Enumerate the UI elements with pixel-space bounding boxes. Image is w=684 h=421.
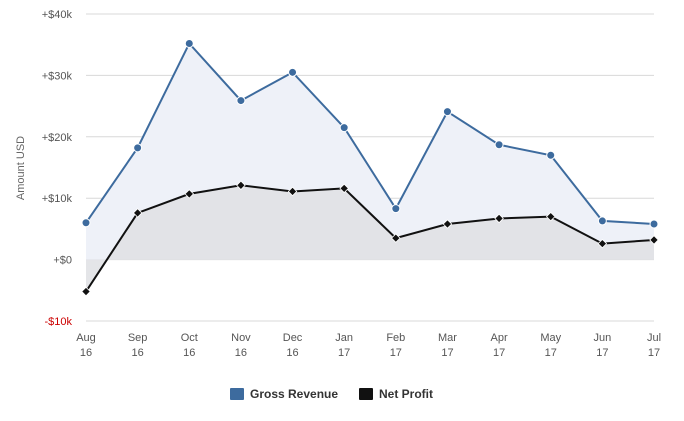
data-point[interactable] bbox=[288, 67, 298, 77]
y-tick-label: +$40k bbox=[42, 9, 73, 21]
series-line bbox=[85, 184, 655, 293]
legend-item[interactable]: Net Profit bbox=[359, 387, 433, 401]
x-tick-label: Feb 17 bbox=[386, 332, 405, 359]
marker-layer bbox=[81, 38, 659, 297]
data-point[interactable] bbox=[597, 238, 608, 249]
x-tick-label: Apr 17 bbox=[491, 332, 508, 359]
data-point[interactable] bbox=[391, 204, 401, 214]
data-point[interactable] bbox=[184, 38, 194, 48]
series-line bbox=[85, 41, 655, 225]
y-tick-label: +$30k bbox=[42, 70, 73, 82]
x-tick-label: Jun 17 bbox=[593, 332, 611, 359]
data-point[interactable] bbox=[133, 143, 143, 153]
data-point[interactable] bbox=[442, 219, 453, 229]
x-tick-label: Oct 16 bbox=[181, 332, 198, 359]
data-point[interactable] bbox=[649, 219, 659, 229]
x-tick-label: Nov 16 bbox=[231, 332, 251, 359]
data-point[interactable] bbox=[287, 186, 298, 197]
data-point[interactable] bbox=[339, 123, 349, 133]
x-tick-label: May 17 bbox=[540, 332, 561, 359]
data-point[interactable] bbox=[442, 107, 452, 117]
y-tick-label: +$0 bbox=[53, 255, 72, 267]
x-tick-label: Jan 17 bbox=[335, 332, 353, 359]
series-area bbox=[86, 185, 654, 292]
data-point[interactable] bbox=[236, 180, 246, 191]
legend-swatch bbox=[359, 388, 373, 400]
y-tick-label: +$10k bbox=[42, 193, 73, 205]
x-tick-label: Dec 16 bbox=[283, 332, 303, 359]
data-point[interactable] bbox=[339, 183, 349, 194]
data-point[interactable] bbox=[494, 213, 504, 224]
data-point[interactable] bbox=[546, 150, 556, 160]
data-point[interactable] bbox=[391, 233, 401, 243]
line-layer bbox=[85, 41, 655, 293]
x-tick-label: Mar 17 bbox=[438, 332, 457, 359]
y-tick-label: -$10k bbox=[44, 316, 72, 328]
legend[interactable]: Gross Revenue Net Profit bbox=[230, 387, 433, 401]
y-tick-label: +$20k bbox=[42, 132, 73, 144]
y-axis-ticks: +$40k +$30k +$20k +$10k +$0 -$10k bbox=[42, 9, 73, 328]
x-axis-ticks: Aug 16 Sep 16 Oct 16 Nov 16 Dec 16 Jan 17 Feb 17 Mar 17… bbox=[76, 332, 661, 359]
x-tick-label: Aug 16 bbox=[76, 332, 96, 359]
legend-swatch bbox=[230, 388, 244, 400]
data-point[interactable] bbox=[649, 235, 659, 245]
legend-label: Net Profit bbox=[379, 387, 433, 401]
data-point[interactable] bbox=[545, 211, 556, 222]
y-axis-title: Amount USD bbox=[15, 136, 27, 200]
area-layer bbox=[86, 43, 654, 292]
data-point[interactable] bbox=[494, 140, 504, 150]
data-point[interactable] bbox=[597, 216, 607, 226]
data-point[interactable] bbox=[236, 96, 246, 106]
legend-item[interactable]: Gross Revenue bbox=[230, 387, 338, 401]
x-tick-label: Jul 17 bbox=[647, 332, 661, 359]
data-point[interactable] bbox=[132, 208, 143, 218]
x-tick-label: Sep 16 bbox=[128, 332, 148, 359]
data-point[interactable] bbox=[184, 189, 195, 199]
data-point[interactable] bbox=[81, 286, 91, 297]
data-point[interactable] bbox=[81, 218, 91, 228]
legend-label: Gross Revenue bbox=[250, 387, 338, 401]
